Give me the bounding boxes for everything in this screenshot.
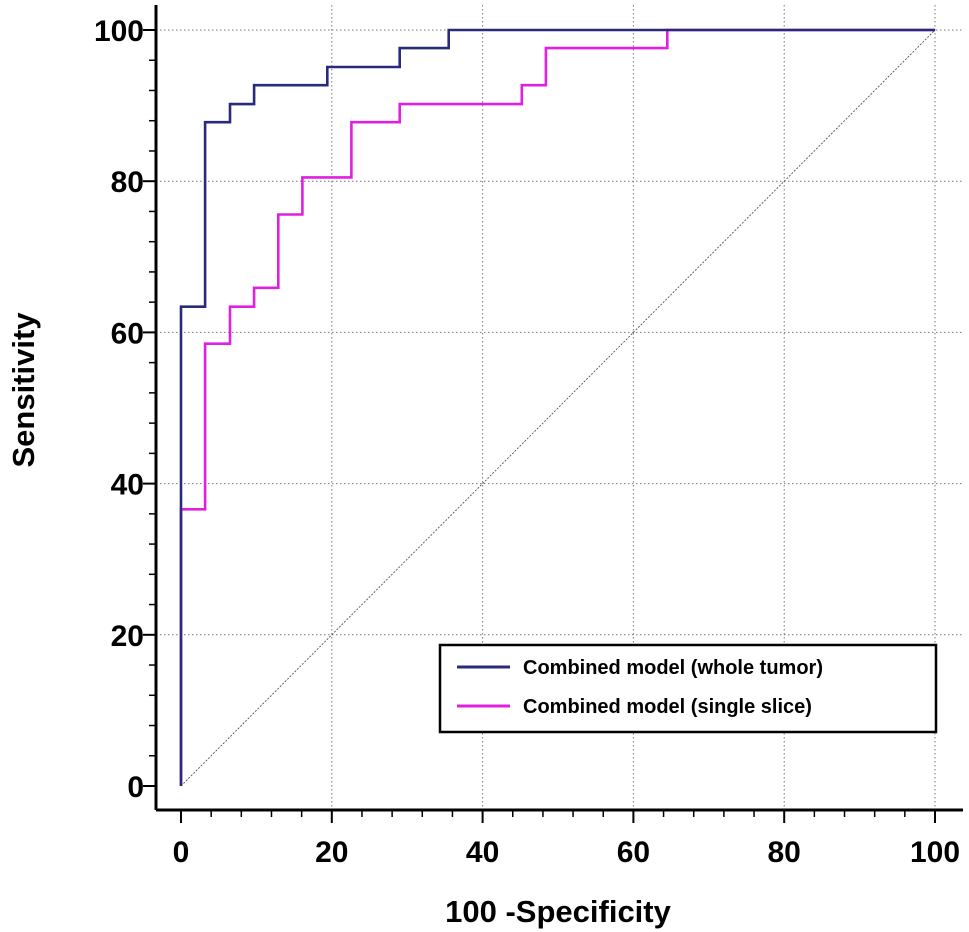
y-tick-label: 40: [111, 469, 144, 502]
series-lines: [179, 28, 936, 787]
y-tick-label: 60: [111, 317, 144, 350]
y-axis-title: Sensitivity: [6, 312, 41, 468]
x-tick-labels: 0 20 40 60 80 100: [173, 836, 960, 869]
y-tick-label: 100: [94, 15, 144, 48]
x-tick-label: 80: [768, 836, 801, 869]
legend-label-single-slice: Combined model (single slice): [523, 696, 812, 718]
reference-diagonal-line: [180, 29, 936, 787]
axes: [154, 5, 963, 812]
x-axis-title: 100 -Specificity: [445, 894, 671, 929]
x-tick-label: 20: [315, 836, 348, 869]
series-line-single-slice: [179, 28, 935, 786]
y-tick-label: 20: [111, 620, 144, 653]
y-tick-label: 80: [111, 166, 144, 199]
y-tick-label: 0: [127, 771, 144, 804]
x-tick-label: 0: [173, 836, 190, 869]
series-line-whole-tumor: [179, 28, 935, 786]
x-tick-label: 100: [910, 836, 960, 869]
legend-box: [438, 643, 938, 734]
x-tick-label: 40: [466, 836, 499, 869]
major-ticks: [143, 29, 936, 823]
y-tick-labels: 0 20 40 60 80 100: [94, 15, 144, 804]
legend: Combined model (whole tumor) Combined mo…: [438, 643, 938, 734]
legend-label-whole-tumor: Combined model (whole tumor): [523, 657, 823, 679]
x-tick-label: 60: [617, 836, 650, 869]
